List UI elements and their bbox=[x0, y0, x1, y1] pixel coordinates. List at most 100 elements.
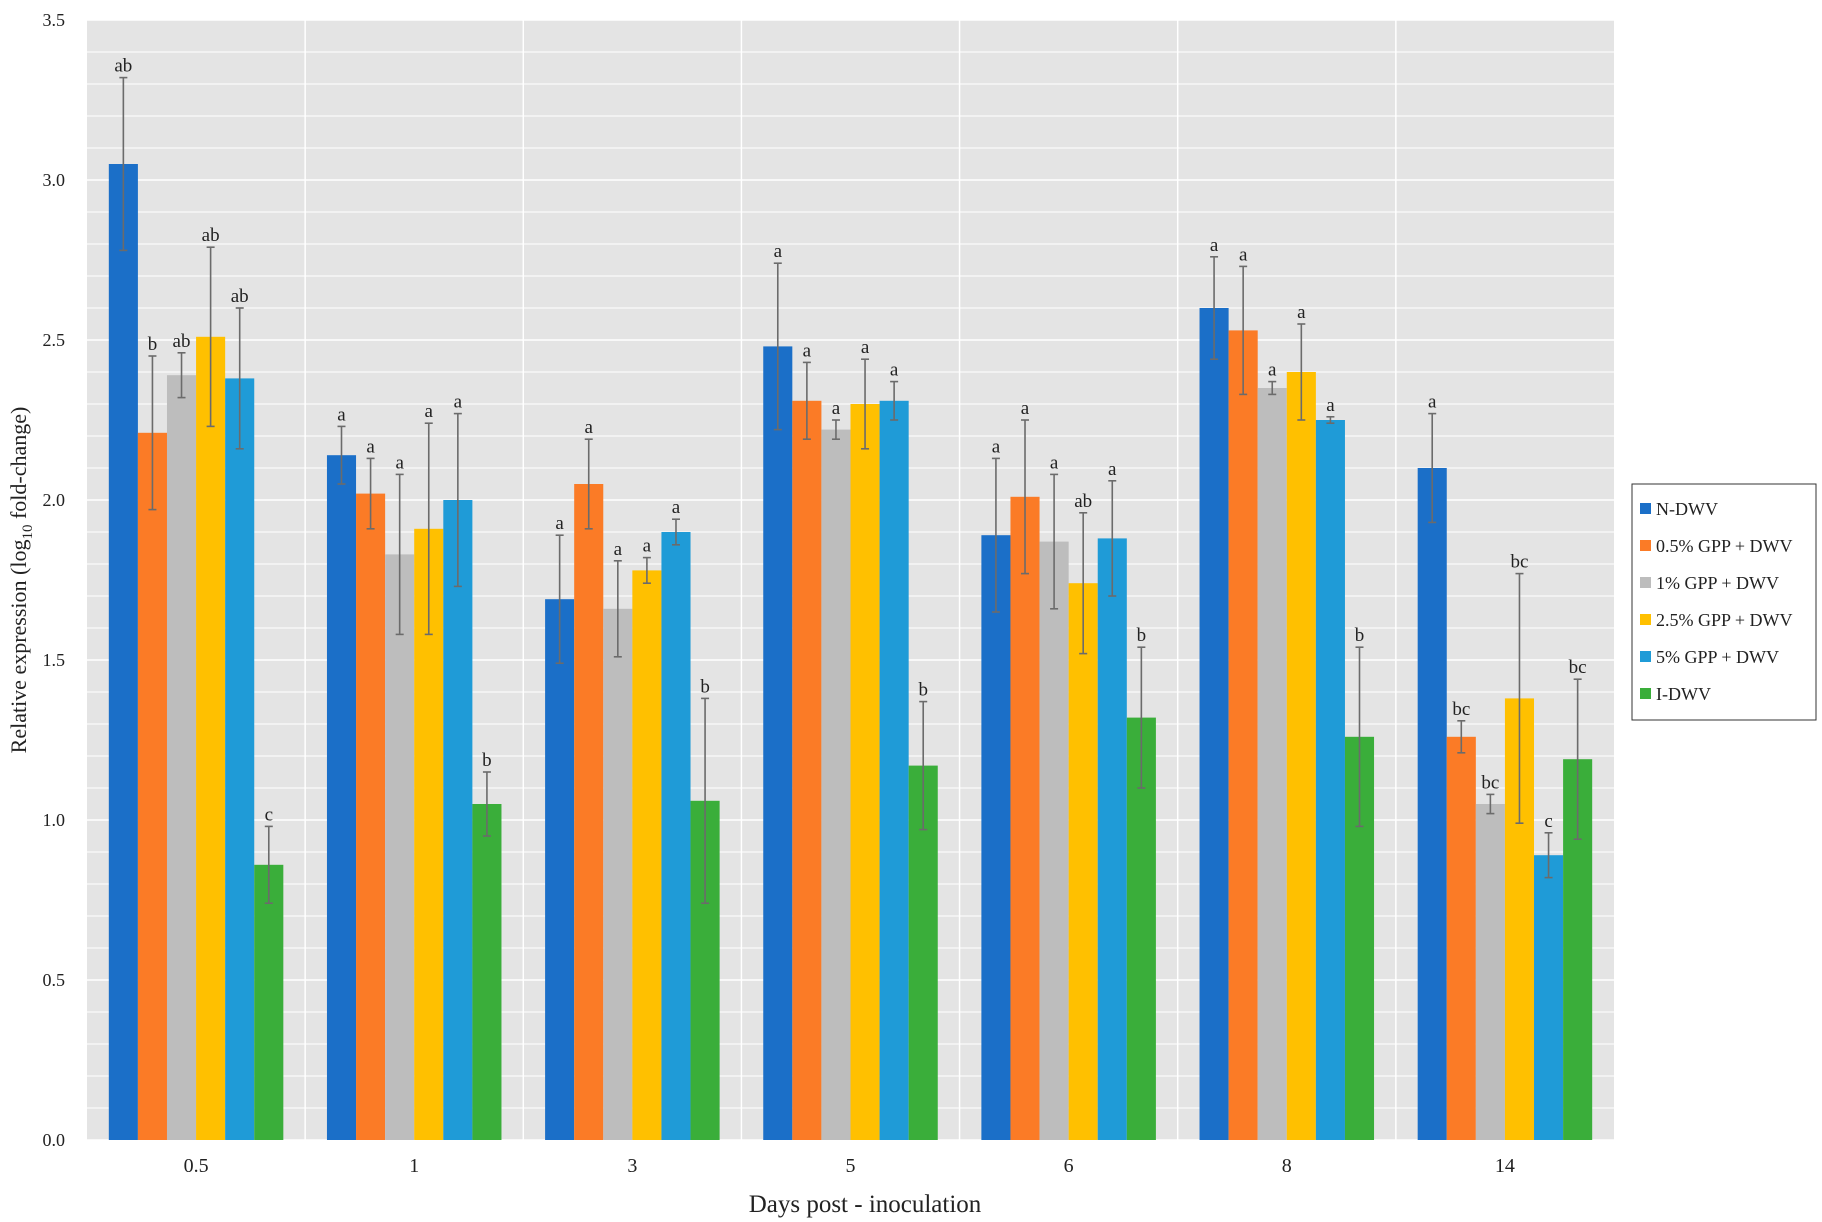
x-tick-label: 3 bbox=[627, 1155, 637, 1177]
significance-letter: a bbox=[366, 436, 375, 457]
legend-label: 5% GPP + DWV bbox=[1656, 647, 1779, 667]
error-bar bbox=[861, 358, 870, 450]
significance-letter: a bbox=[861, 337, 870, 358]
bar bbox=[1199, 308, 1229, 1140]
bar bbox=[1446, 736, 1476, 1140]
significance-letter: a bbox=[337, 404, 346, 425]
error-bar bbox=[890, 380, 899, 421]
error-bar bbox=[1428, 412, 1437, 524]
significance-letter: b bbox=[1137, 625, 1147, 646]
error-bar bbox=[235, 307, 244, 450]
error-bar bbox=[264, 825, 273, 905]
error-bar bbox=[1137, 646, 1146, 789]
bar bbox=[632, 570, 662, 1140]
error-bar bbox=[453, 412, 462, 588]
significance-letter: a bbox=[992, 436, 1001, 457]
significance-letter: a bbox=[1326, 395, 1335, 416]
significance-letter: a bbox=[555, 513, 564, 534]
bar bbox=[1068, 583, 1098, 1140]
x-tick-label: 6 bbox=[1064, 1155, 1074, 1177]
significance-letter: a bbox=[454, 392, 463, 413]
significance-letter: b bbox=[700, 676, 710, 697]
bar bbox=[792, 400, 822, 1140]
error-bar bbox=[671, 518, 680, 546]
error-bar bbox=[1544, 831, 1553, 879]
bar bbox=[166, 375, 197, 1140]
y-tick-label: 0.5 bbox=[43, 970, 66, 990]
y-tick-label: 3.5 bbox=[43, 10, 66, 30]
error-bar bbox=[337, 425, 346, 485]
legend-label: 2.5% GPP + DWV bbox=[1656, 610, 1793, 630]
y-axis-label: Relative expression (log10 fold-change) bbox=[6, 407, 36, 754]
significance-letter: bc bbox=[1452, 699, 1470, 720]
error-bar bbox=[701, 697, 710, 905]
error-bar bbox=[206, 246, 215, 428]
bar bbox=[196, 336, 226, 1140]
significance-letter: a bbox=[890, 360, 899, 381]
significance-letter: a bbox=[614, 539, 623, 560]
significance-letter: bc bbox=[1481, 772, 1499, 793]
bar bbox=[879, 400, 909, 1140]
y-tick-label: 1.5 bbox=[43, 650, 66, 670]
significance-letter: c bbox=[265, 804, 273, 825]
error-bar bbox=[1486, 793, 1495, 815]
error-bar bbox=[613, 559, 622, 658]
bar bbox=[137, 432, 167, 1140]
x-tick-label: 0.5 bbox=[184, 1155, 209, 1177]
legend-swatch bbox=[1640, 688, 1651, 699]
error-bar bbox=[991, 457, 1000, 613]
error-bar bbox=[1297, 323, 1306, 421]
bar bbox=[1097, 538, 1127, 1140]
error-bar bbox=[773, 262, 782, 431]
error-bar bbox=[1108, 479, 1117, 597]
bar bbox=[574, 484, 604, 1140]
legend-swatch bbox=[1640, 540, 1651, 551]
bar bbox=[1257, 388, 1287, 1140]
significance-letter: b bbox=[482, 750, 492, 771]
significance-letter: b bbox=[918, 680, 928, 701]
bar bbox=[545, 599, 575, 1140]
error-bar bbox=[555, 534, 564, 665]
error-bar bbox=[1021, 419, 1030, 575]
x-tick-label: 5 bbox=[846, 1155, 856, 1177]
significance-letter: a bbox=[803, 340, 812, 361]
legend-swatch bbox=[1640, 614, 1651, 625]
x-tick-label: 1 bbox=[409, 1155, 419, 1177]
error-bar bbox=[584, 438, 593, 530]
bar bbox=[472, 804, 502, 1140]
legend-box bbox=[1631, 483, 1817, 721]
bar bbox=[1315, 420, 1345, 1140]
bar bbox=[254, 864, 284, 1140]
significance-letter: a bbox=[1050, 452, 1059, 473]
significance-letter: a bbox=[643, 536, 652, 557]
bar bbox=[225, 378, 255, 1140]
legend-label: 1% GPP + DWV bbox=[1656, 573, 1779, 593]
legend-swatch bbox=[1640, 503, 1651, 514]
significance-letter: a bbox=[1108, 459, 1117, 480]
error-bar bbox=[1210, 255, 1219, 361]
bar bbox=[1475, 804, 1505, 1140]
error-bar bbox=[482, 771, 491, 837]
error-bar bbox=[1355, 646, 1364, 828]
significance-letter: a bbox=[1297, 302, 1306, 323]
significance-letter: a bbox=[395, 452, 404, 473]
error-bar bbox=[1515, 572, 1524, 825]
error-bar bbox=[1457, 719, 1466, 754]
bar bbox=[981, 535, 1011, 1140]
significance-letter: c bbox=[1544, 811, 1552, 832]
error-bar bbox=[148, 355, 157, 511]
bar bbox=[1039, 541, 1069, 1140]
legend-label: 0.5% GPP + DWV bbox=[1656, 536, 1793, 556]
y-tick-label: 0.0 bbox=[43, 1130, 66, 1150]
x-tick-label: 14 bbox=[1495, 1155, 1515, 1177]
significance-letter: a bbox=[1021, 398, 1030, 419]
significance-letter: a bbox=[425, 401, 434, 422]
significance-letter: a bbox=[585, 417, 594, 438]
error-bar bbox=[1573, 678, 1582, 841]
y-tick-label: 2.5 bbox=[43, 330, 66, 350]
y-tick-label: 1.0 bbox=[43, 810, 66, 830]
error-bar bbox=[1268, 380, 1277, 396]
error-bar bbox=[395, 473, 404, 636]
